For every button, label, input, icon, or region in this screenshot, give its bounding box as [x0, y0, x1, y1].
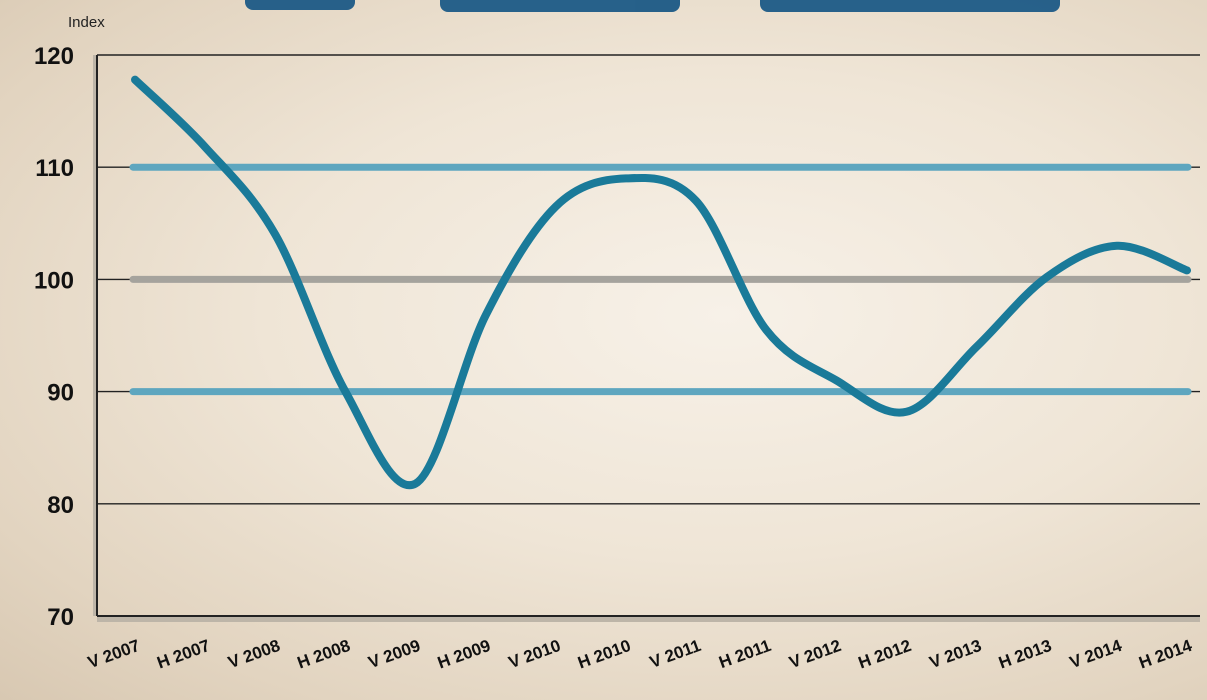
y-axis-label: Index — [68, 14, 105, 31]
plot-frame — [93, 55, 1200, 622]
x-tick-label: H 2009 — [435, 636, 493, 673]
reference-lines — [129, 163, 1192, 396]
x-tick-label: H 2007 — [154, 636, 212, 673]
y-axis-shadow — [93, 55, 98, 616]
x-tick-label: H 2010 — [575, 636, 633, 673]
cropped-title-decoration — [245, 0, 1060, 12]
x-tick-label: V 2007 — [85, 636, 142, 672]
x-tick-label: V 2013 — [927, 636, 984, 672]
y-tick-label-90: 90 — [47, 380, 74, 407]
x-tick-label: H 2014 — [1136, 636, 1195, 673]
y-tick-label-110: 110 — [35, 155, 74, 182]
x-tick-label: H 2012 — [856, 636, 914, 673]
x-tick-label: V 2009 — [366, 636, 423, 672]
x-tick-label: V 2011 — [647, 636, 703, 672]
y-axis-ticks: 120 110 100 90 80 70 — [34, 43, 74, 631]
x-axis-ticks: V 2007 H 2007 V 2008 H 2008 V 2009 H 2009 V 20… — [85, 636, 1195, 673]
series-layer — [131, 75, 1191, 490]
y-tick-label-70: 70 — [47, 604, 74, 631]
x-tick-label: H 2011 — [716, 636, 773, 672]
y-tick-label-100: 100 — [34, 267, 74, 294]
x-tick-label: H 2013 — [996, 636, 1054, 673]
y-tick-label-120: 120 — [34, 43, 74, 70]
x-axis-shadow — [97, 616, 1200, 622]
x-tick-label: V 2010 — [506, 636, 563, 672]
series-line-0 — [131, 75, 1191, 490]
x-tick-label: V 2012 — [787, 636, 844, 672]
x-tick-label: V 2008 — [225, 636, 282, 672]
x-tick-label: H 2008 — [295, 636, 353, 673]
y-tick-label-80: 80 — [47, 492, 74, 519]
x-tick-label: V 2014 — [1067, 636, 1125, 672]
